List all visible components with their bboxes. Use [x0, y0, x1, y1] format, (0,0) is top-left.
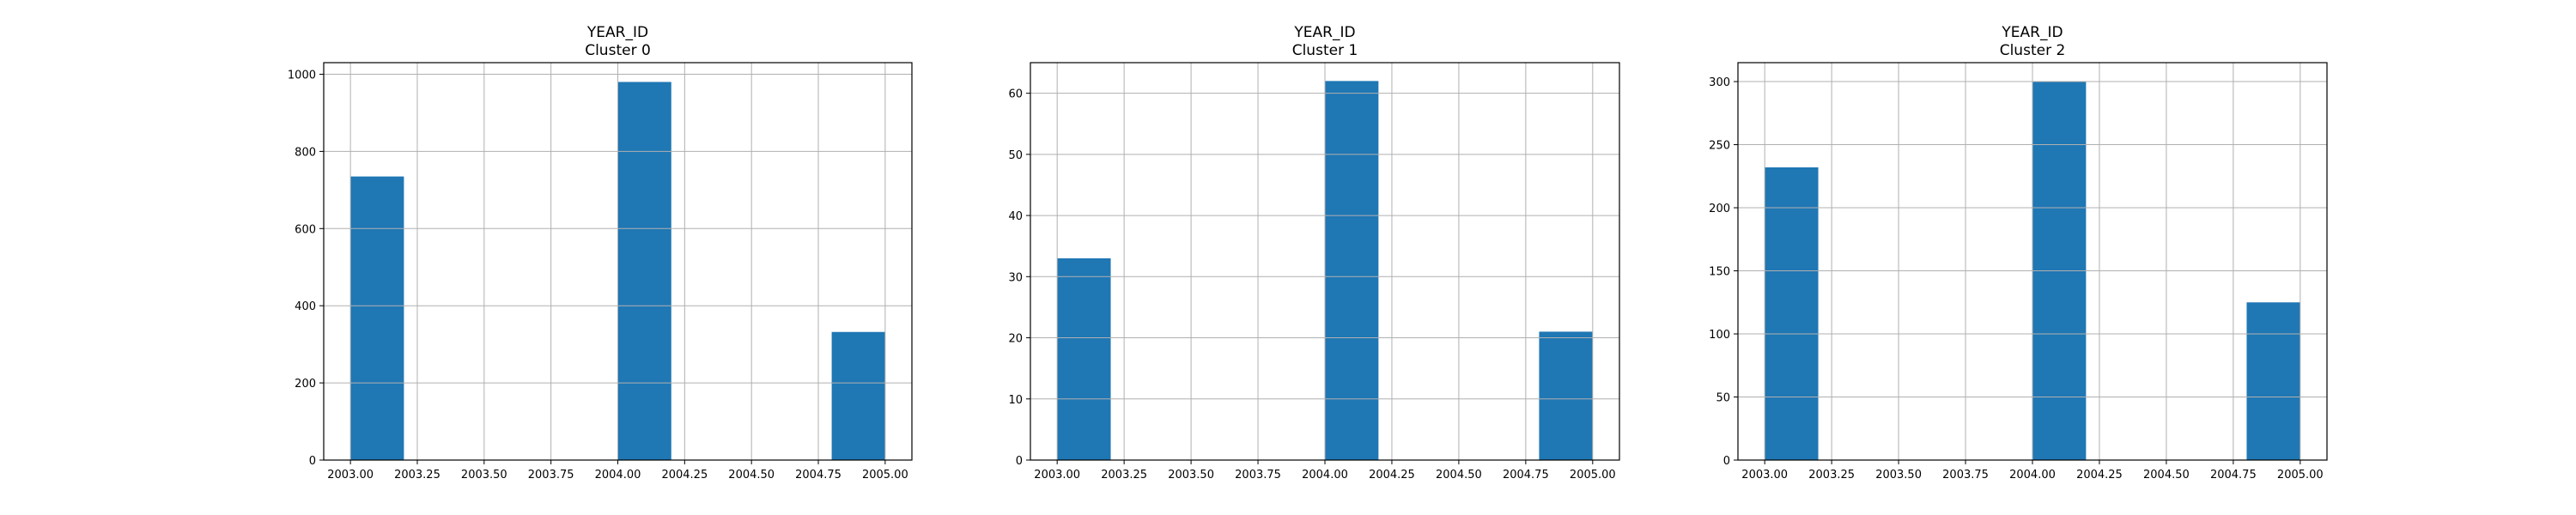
chart-title: YEAR_ID: [586, 24, 648, 41]
y-tick-label: 400: [295, 300, 316, 313]
y-tick-label: 30: [1008, 271, 1023, 284]
x-tick-label: 2003.50: [461, 469, 507, 482]
x-tick-label: 2004.25: [2076, 469, 2123, 482]
histogram-bar: [2246, 302, 2300, 460]
histogram-bar: [1539, 331, 1593, 460]
x-tick-label: 2004.75: [1503, 469, 1549, 482]
x-tick-label: 2003.25: [394, 469, 440, 482]
x-tick-label: 2004.00: [1302, 469, 1348, 482]
x-tick-label: 2003.25: [1808, 469, 1855, 482]
x-tick-label: 2004.50: [728, 469, 775, 482]
y-tick-label: 40: [1008, 210, 1023, 223]
y-tick-label: 800: [295, 146, 316, 159]
histogram-bar: [1325, 81, 1379, 460]
x-tick-label: 2003.00: [1741, 469, 1788, 482]
histogram-bar: [831, 331, 885, 460]
x-tick-label: 2004.00: [2009, 469, 2056, 482]
chart-subtitle: Cluster 1: [1292, 42, 1358, 59]
x-tick-label: 2004.25: [661, 469, 708, 482]
y-tick-label: 0: [309, 455, 316, 468]
y-tick-label: 10: [1008, 394, 1023, 407]
y-tick-label: 50: [1008, 149, 1023, 162]
chart-title: YEAR_ID: [1293, 24, 1355, 41]
y-tick-label: 50: [1716, 392, 1730, 405]
x-tick-label: 2004.00: [595, 469, 641, 482]
chart-subtitle: Cluster 2: [2000, 42, 2066, 59]
y-tick-label: 600: [295, 223, 316, 236]
histogram-bar: [617, 82, 671, 460]
x-tick-label: 2003.00: [327, 469, 374, 482]
x-tick-label: 2003.25: [1101, 469, 1147, 482]
x-tick-label: 2004.50: [1436, 469, 1482, 482]
y-tick-label: 0: [1723, 455, 1730, 468]
y-tick-label: 200: [1709, 203, 1730, 215]
histogram-bar: [350, 176, 404, 460]
y-tick-label: 20: [1008, 333, 1023, 346]
x-tick-label: 2005.00: [1570, 469, 1616, 482]
y-tick-label: 100: [1709, 329, 1730, 342]
y-tick-label: 0: [1016, 455, 1023, 468]
y-tick-label: 250: [1709, 140, 1730, 153]
x-tick-label: 2003.75: [1235, 469, 1281, 482]
y-tick-label: 150: [1709, 266, 1730, 279]
chart-title: YEAR_ID: [2001, 24, 2063, 41]
x-tick-label: 2003.75: [528, 469, 574, 482]
y-tick-label: 1000: [288, 69, 316, 82]
x-tick-label: 2004.50: [2143, 469, 2190, 482]
x-tick-label: 2003.50: [1168, 469, 1214, 482]
histogram-bar: [1765, 167, 1819, 460]
x-tick-label: 2004.75: [795, 469, 841, 482]
x-tick-label: 2003.75: [1942, 469, 1989, 482]
x-tick-label: 2003.00: [1034, 469, 1080, 482]
x-tick-label: 2005.00: [862, 469, 908, 482]
x-tick-label: 2004.25: [1369, 469, 1415, 482]
x-tick-label: 2003.50: [1875, 469, 1922, 482]
histogram-bar: [1057, 258, 1111, 460]
y-tick-label: 300: [1709, 76, 1730, 89]
chart-subtitle: Cluster 0: [585, 42, 651, 59]
x-tick-label: 2004.75: [2210, 469, 2257, 482]
x-tick-label: 2005.00: [2277, 469, 2324, 482]
y-tick-label: 60: [1008, 88, 1023, 101]
y-tick-label: 200: [295, 378, 316, 391]
